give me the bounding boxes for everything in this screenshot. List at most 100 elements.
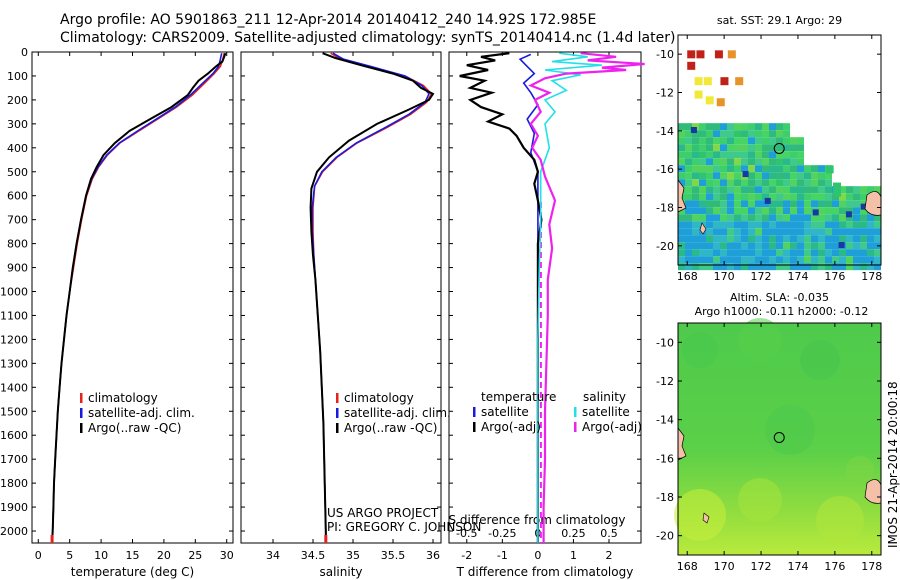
sla-blob xyxy=(738,318,782,362)
sst-cell xyxy=(727,256,734,264)
sst-cell xyxy=(832,221,839,229)
sst-cell xyxy=(776,249,783,257)
sst-cell xyxy=(748,235,755,243)
sst-cell xyxy=(699,200,706,208)
sst-cell xyxy=(804,200,811,208)
sst-cell xyxy=(776,165,783,173)
sst-cell xyxy=(804,179,811,187)
sst-cell xyxy=(692,256,699,264)
y-tick-label: 400 xyxy=(7,142,28,155)
sst-cell xyxy=(734,193,741,201)
y-tick-label: 800 xyxy=(7,238,28,251)
sst-cell xyxy=(706,249,713,257)
sst-cell xyxy=(783,249,790,257)
sst-cell xyxy=(790,235,797,243)
sst-cell xyxy=(706,144,713,152)
sst-cell xyxy=(790,158,797,166)
sst-cell xyxy=(713,263,720,271)
sst-map-panel: sat. SST: 29.1 Argo: 29 168 170 172 174 176 17… xyxy=(656,14,882,283)
sst-cell xyxy=(811,242,818,250)
sst-cell xyxy=(797,263,804,271)
sst-cell xyxy=(678,249,685,257)
sst-cell xyxy=(783,137,790,145)
sst-cell xyxy=(741,256,748,264)
sst-cell xyxy=(874,256,881,264)
sst-cell xyxy=(685,207,692,215)
sst-cell xyxy=(713,137,720,145)
plot-frame xyxy=(240,51,442,544)
sst-cell xyxy=(741,235,748,243)
sst-cell xyxy=(804,242,811,250)
sla-blob xyxy=(674,489,726,541)
sst-cell xyxy=(762,186,769,194)
sst-cell xyxy=(741,186,748,194)
sst-cell xyxy=(685,137,692,145)
sst-cell xyxy=(755,193,762,201)
legend-label: climatology xyxy=(344,391,414,405)
sst-cell xyxy=(776,137,783,145)
sst-cell xyxy=(783,186,790,194)
sst-cell xyxy=(867,221,874,229)
sst-cell xyxy=(685,158,692,166)
sst-cell xyxy=(825,256,832,264)
sst-cell xyxy=(748,144,755,152)
land-fiji xyxy=(864,191,882,216)
y-tick-label: -20 xyxy=(656,530,674,543)
sst-cell xyxy=(699,256,706,264)
x-tick-label: 174 xyxy=(787,270,808,283)
sst-cell xyxy=(811,228,818,236)
y-tick-label: -10 xyxy=(656,336,674,349)
sst-cell xyxy=(818,207,825,215)
x-tick-label: 34.5 xyxy=(301,549,326,562)
sst-cell xyxy=(825,193,832,201)
sst-cell xyxy=(692,186,699,194)
sst-cell xyxy=(727,200,734,208)
sst-cell xyxy=(692,221,699,229)
sst-cell xyxy=(825,165,834,174)
sst-cell xyxy=(727,263,734,271)
sst-cell xyxy=(825,228,832,236)
sst-cell-hot xyxy=(735,77,744,86)
sst-cell xyxy=(790,137,797,145)
sst-cell xyxy=(678,214,685,222)
sst-cell xyxy=(734,123,741,131)
sst-cell-hot xyxy=(714,50,723,59)
sst-cell xyxy=(874,249,881,257)
sst-cell xyxy=(741,165,748,173)
sst-cell xyxy=(748,249,755,257)
sst-cell-hot xyxy=(694,90,703,99)
sst-cell xyxy=(776,256,783,264)
sst-cell xyxy=(783,130,790,138)
sst-cell xyxy=(769,256,776,264)
sst-cell xyxy=(727,158,734,166)
x-tick-label: 170 xyxy=(714,560,735,573)
sst-cell xyxy=(727,137,734,145)
sst-cell xyxy=(769,249,776,257)
sst-cell xyxy=(734,242,741,250)
map-frame xyxy=(677,34,882,266)
sst-cell xyxy=(692,193,699,201)
x-tick-label: 10 xyxy=(94,549,108,562)
land-fiji xyxy=(864,479,882,504)
sst-cell xyxy=(776,221,783,229)
sst-cell xyxy=(839,228,846,236)
sst-cell xyxy=(692,130,699,138)
sst-cell xyxy=(776,235,783,243)
sst-cell xyxy=(867,242,874,250)
x-tick-label: 168 xyxy=(677,560,698,573)
sst-cell xyxy=(727,186,734,194)
sst-cell xyxy=(706,235,713,243)
y-tick-label: 1500 xyxy=(0,405,28,418)
sst-cell xyxy=(825,235,832,243)
sst-cell xyxy=(790,165,797,173)
sst-cell xyxy=(699,172,706,180)
sst-cell xyxy=(790,179,797,187)
legend-swatch xyxy=(336,423,339,433)
sst-cell xyxy=(727,179,734,187)
sst-cell xyxy=(769,242,776,250)
sst-cell xyxy=(839,214,846,222)
sst-cell xyxy=(727,151,734,159)
sst-cell xyxy=(685,193,692,201)
sst-cell xyxy=(860,221,867,229)
sst-cell xyxy=(769,193,776,201)
